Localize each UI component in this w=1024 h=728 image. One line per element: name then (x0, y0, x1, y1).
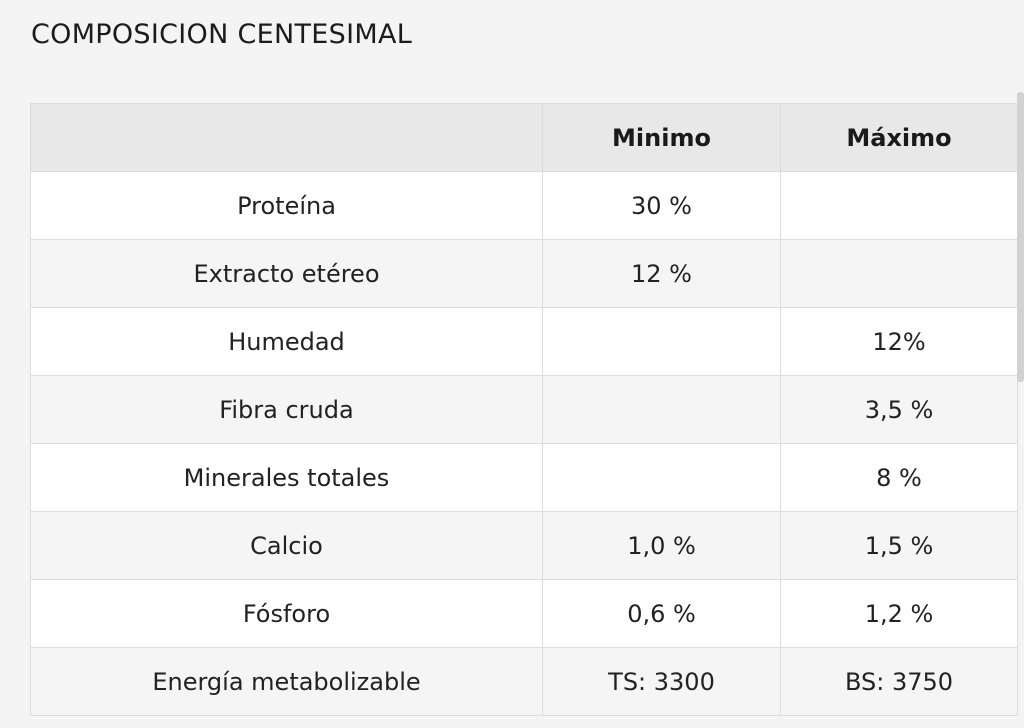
header-cell-minimo: Minimo (542, 103, 781, 172)
maximo-cell: 12% (780, 307, 1018, 376)
nutrient-cell: Fósforo (30, 579, 543, 648)
minimo-cell: 1,0 % (542, 511, 781, 580)
minimo-cell (542, 443, 781, 512)
table-row: Energía metabolizable TS: 3300 BS: 3750 (30, 647, 1018, 716)
maximo-cell: 1,5 % (780, 511, 1018, 580)
minimo-cell (542, 375, 781, 444)
page-title: COMPOSICION CENTESIMAL (31, 19, 413, 50)
composition-table: Minimo Máximo Proteína 30 % Extracto eté… (30, 103, 1018, 716)
table-row: Humedad 12% (30, 307, 1018, 376)
header-cell-nutrient (30, 103, 543, 172)
nutrient-cell: Minerales totales (30, 443, 543, 512)
nutrient-cell: Fibra cruda (30, 375, 543, 444)
nutrient-cell: Calcio (30, 511, 543, 580)
maximo-cell (780, 171, 1018, 240)
table-row: Fósforo 0,6 % 1,2 % (30, 579, 1018, 648)
nutrient-cell: Extracto etéreo (30, 239, 543, 308)
table-row: Extracto etéreo 12 % (30, 239, 1018, 308)
table-row: Proteína 30 % (30, 171, 1018, 240)
nutrient-cell: Humedad (30, 307, 543, 376)
table-row: Calcio 1,0 % 1,5 % (30, 511, 1018, 580)
minimo-cell: 0,6 % (542, 579, 781, 648)
maximo-cell: 3,5 % (780, 375, 1018, 444)
maximo-cell: 8 % (780, 443, 1018, 512)
table-header-row: Minimo Máximo (30, 103, 1018, 172)
maximo-cell: 1,2 % (780, 579, 1018, 648)
maximo-cell: BS: 3750 (780, 647, 1018, 716)
minimo-cell: 30 % (542, 171, 781, 240)
scrollbar[interactable] (1017, 92, 1024, 382)
minimo-cell (542, 307, 781, 376)
nutrient-cell: Proteína (30, 171, 543, 240)
table-row: Minerales totales 8 % (30, 443, 1018, 512)
maximo-cell (780, 239, 1018, 308)
minimo-cell: TS: 3300 (542, 647, 781, 716)
minimo-cell: 12 % (542, 239, 781, 308)
nutrient-cell: Energía metabolizable (30, 647, 543, 716)
header-cell-maximo: Máximo (780, 103, 1018, 172)
table-row: Fibra cruda 3,5 % (30, 375, 1018, 444)
